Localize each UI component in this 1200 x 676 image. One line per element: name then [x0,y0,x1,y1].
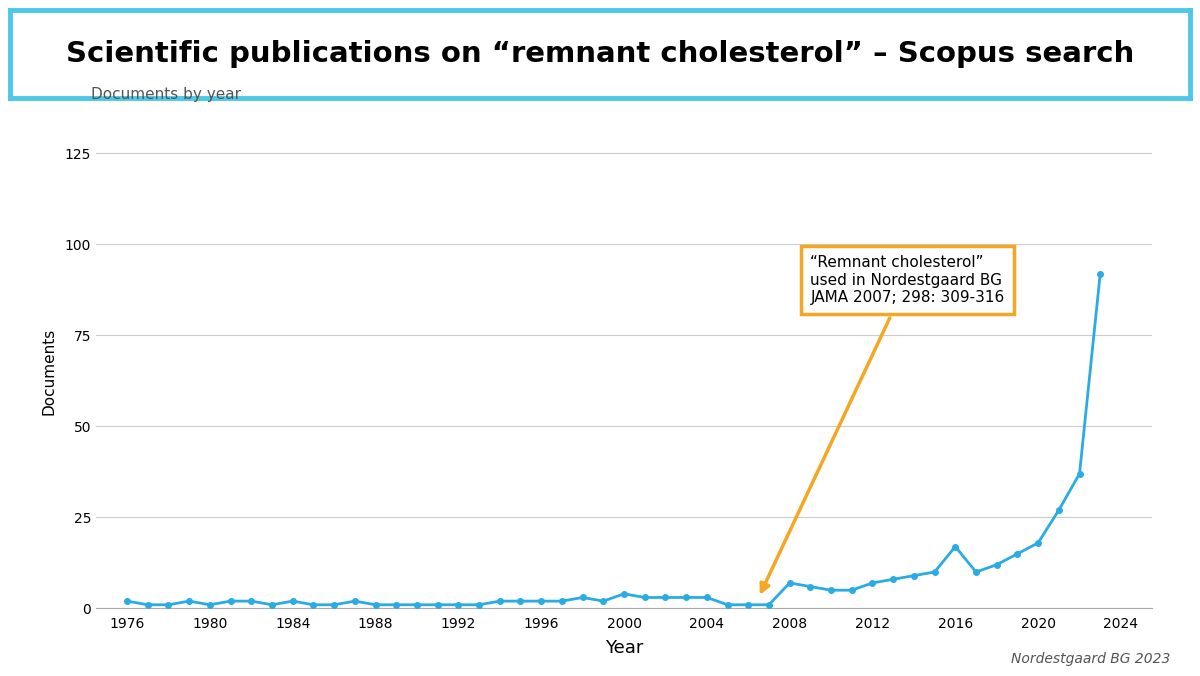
Text: Documents by year: Documents by year [91,87,241,102]
X-axis label: Year: Year [605,639,643,657]
Text: Scientific publications on “remnant cholesterol” – Scopus search: Scientific publications on “remnant chol… [66,40,1134,68]
Y-axis label: Documents: Documents [42,328,56,416]
Text: “Remnant cholesterol”
used in Nordestgaard BG
JAMA 2007; 298: 309-316: “Remnant cholesterol” used in Nordestgaa… [761,256,1004,592]
Text: Nordestgaard BG 2023: Nordestgaard BG 2023 [1010,652,1170,666]
